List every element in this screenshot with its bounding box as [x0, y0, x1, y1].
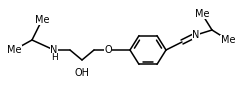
Text: N: N	[50, 45, 58, 55]
Text: H: H	[52, 54, 58, 62]
Text: Me: Me	[221, 35, 235, 45]
Text: O: O	[104, 45, 112, 55]
Text: Me: Me	[35, 15, 49, 25]
Text: Me: Me	[195, 9, 209, 19]
Text: N: N	[192, 30, 200, 40]
Text: Me: Me	[7, 45, 21, 55]
Text: OH: OH	[74, 68, 90, 78]
